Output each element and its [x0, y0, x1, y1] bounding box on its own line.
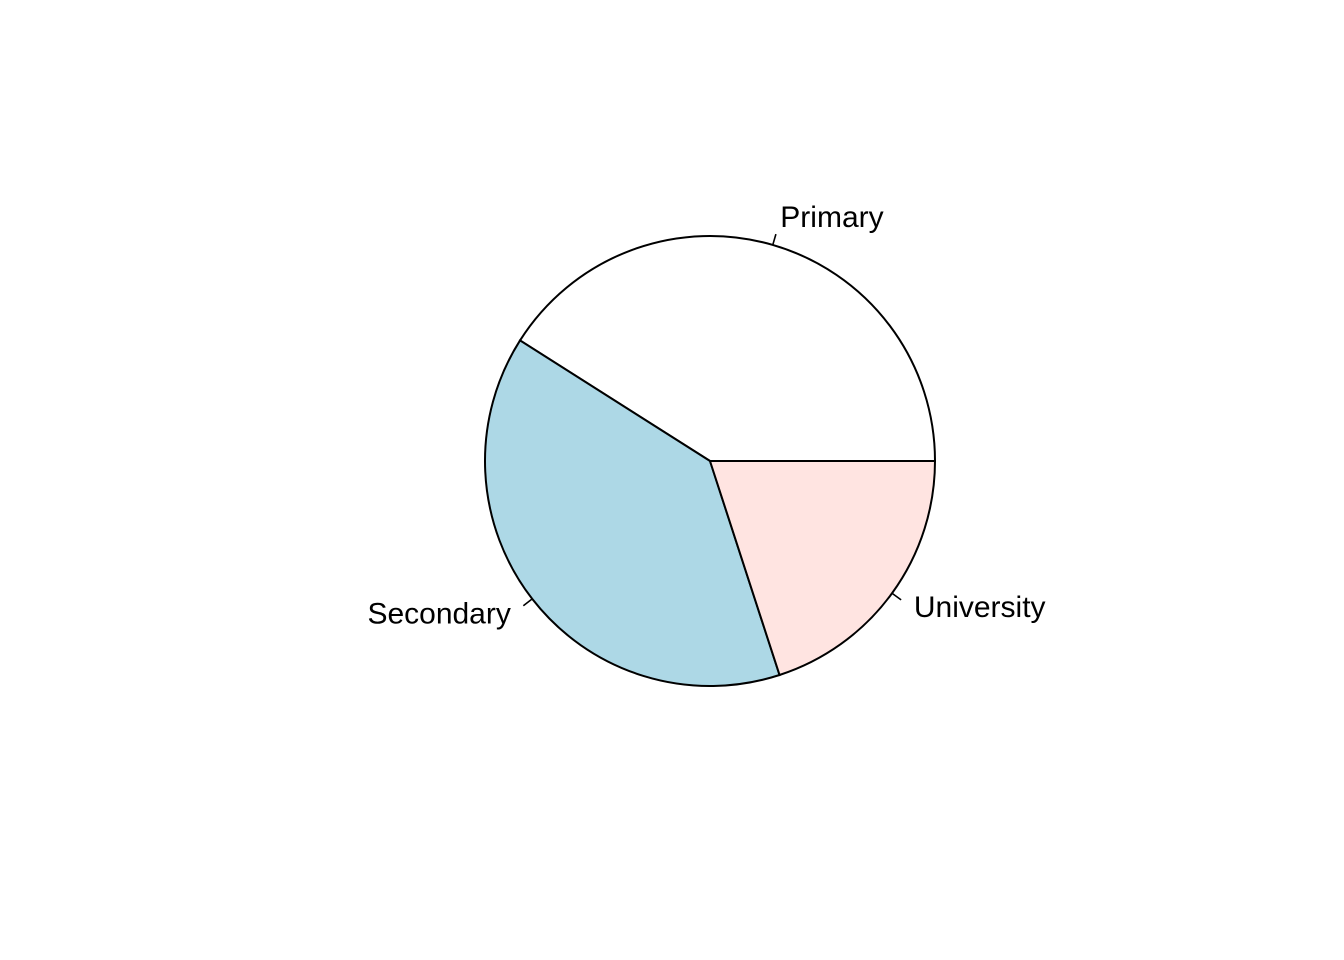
pie-slices	[484, 235, 937, 687]
pie-label-primary: Primary	[780, 201, 883, 234]
pie-slice-secondary	[484, 339, 781, 687]
pie-tick-secondary	[522, 598, 533, 607]
pie-tick-primary	[772, 233, 777, 246]
pie-slice-university	[708, 460, 937, 677]
pie-label-secondary: Secondary	[367, 597, 510, 630]
pie-label-university: University	[914, 591, 1046, 624]
pie-slice-primary	[518, 235, 937, 462]
pie-tick-university	[891, 592, 902, 601]
pie-label-ticks	[522, 233, 902, 607]
pie-labels: Primary Secondary University	[367, 201, 1045, 630]
